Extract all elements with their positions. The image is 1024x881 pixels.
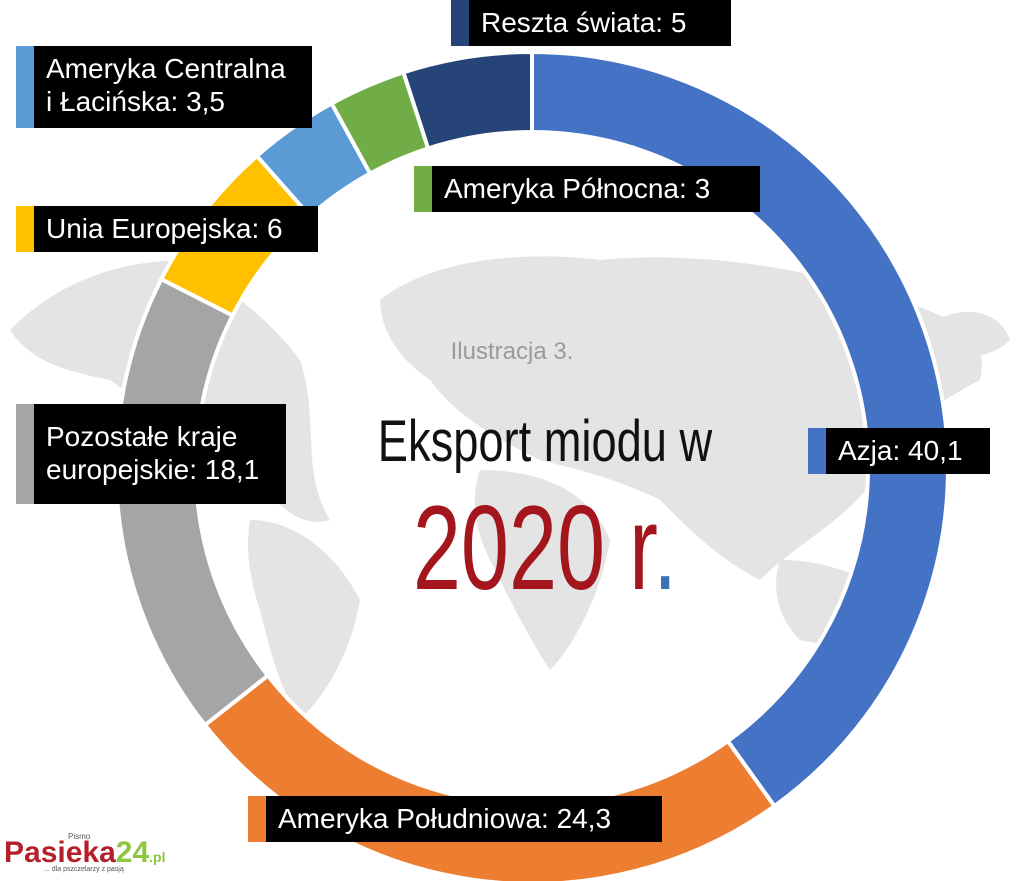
chart-subtitle: Ilustracja 3. bbox=[450, 338, 574, 365]
callout-accent bbox=[16, 206, 34, 252]
chart-title-year: 2020 r. bbox=[390, 488, 700, 608]
donut-slice-0 bbox=[530, 49, 950, 809]
callout-reszta-swiata-text: Reszta świata: 5 bbox=[481, 7, 687, 38]
callout-pozostale-kraje-line1: Pozostałe kraje bbox=[46, 421, 238, 452]
callout-pozostale-kraje-line2: europejskie: 18,1 bbox=[46, 454, 260, 485]
callout-accent bbox=[808, 428, 826, 474]
chart-title-year-text: 2020 r bbox=[412, 481, 654, 615]
callout-ameryka-poludniowa-text: Ameryka Południowa: 24,3 bbox=[278, 803, 612, 834]
callout-accent bbox=[248, 796, 266, 842]
logo-pismo: Pismo bbox=[68, 832, 91, 841]
callout-ameryka-centralna: Ameryka Centralna i Łacińska: 3,5 bbox=[16, 46, 312, 128]
callout-accent bbox=[414, 166, 432, 212]
logo-tagline: ... dla pszczelarzy z pasją bbox=[44, 866, 124, 873]
callout-azja-text: Azja: 40,1 bbox=[838, 435, 963, 466]
logo-number: 24 bbox=[115, 836, 150, 869]
callout-ameryka-polnocna-text: Ameryka Północna: 3 bbox=[444, 173, 711, 204]
callout-accent bbox=[16, 46, 34, 128]
donut-slice-1 bbox=[202, 672, 778, 881]
chart-title: Eksport miodu w bbox=[377, 409, 713, 474]
callout-azja: Azja: 40,1 bbox=[808, 428, 990, 474]
donut-slice-6 bbox=[400, 49, 534, 151]
callout-accent bbox=[16, 404, 34, 504]
callout-pozostale-kraje: Pozostałe kraje europejskie: 18,1 bbox=[16, 404, 286, 504]
callout-ameryka-poludniowa: Ameryka Południowa: 24,3 bbox=[248, 796, 662, 842]
callout-ameryka-polnocna: Ameryka Północna: 3 bbox=[414, 166, 760, 212]
callout-accent bbox=[451, 0, 469, 46]
callout-reszta-swiata: Reszta świata: 5 bbox=[451, 0, 731, 46]
logo-brand-text: Pasieka bbox=[4, 836, 116, 869]
logo-domain: .pl bbox=[149, 849, 166, 865]
callout-ameryka-centralna-line2: i Łacińska: 3,5 bbox=[46, 86, 225, 117]
callout-unia-europejska: Unia Europejska: 6 bbox=[16, 206, 318, 252]
callout-ameryka-centralna-line1: Ameryka Centralna bbox=[46, 53, 286, 84]
pasieka24-logo: Pismo Pasieka24.pl ... dla pszczelarzy z… bbox=[4, 832, 166, 876]
logo-brand: Pasieka24.pl bbox=[4, 836, 166, 870]
chart-title-year-dot: . bbox=[653, 481, 678, 615]
callout-unia-europejska-text: Unia Europejska: 6 bbox=[46, 213, 283, 244]
